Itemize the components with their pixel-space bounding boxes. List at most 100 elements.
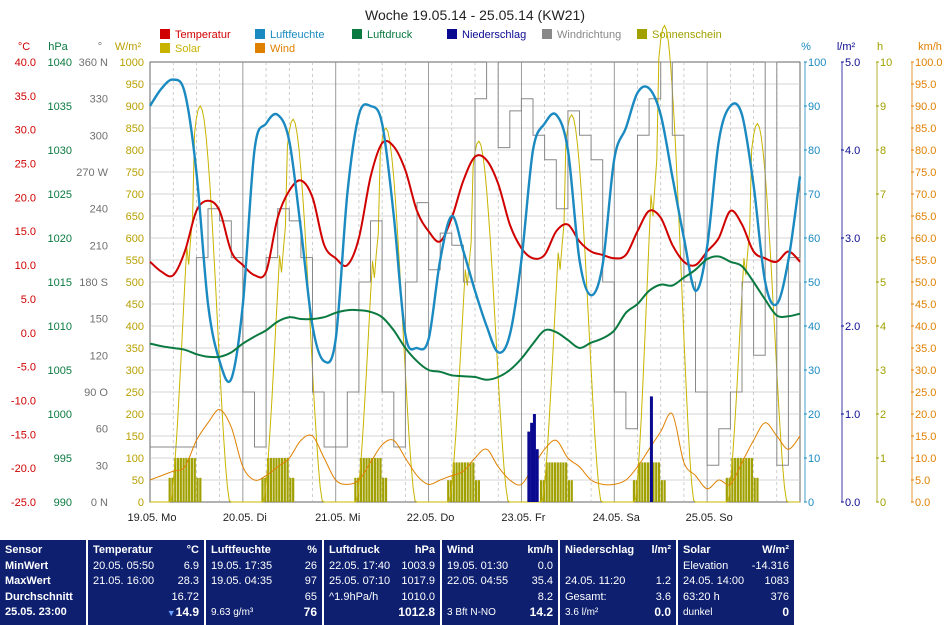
hum-absolute: 9.63 g/m³: [211, 607, 254, 618]
temp-unit: °C: [186, 544, 199, 556]
sun-tick-label: 1: [880, 453, 886, 465]
legend-swatch: [255, 43, 265, 53]
sunshine-bar: [753, 477, 756, 502]
sunshine-bar: [269, 458, 272, 502]
winddir-tick-label: 30: [96, 460, 108, 472]
x-tick-label: 21.05. Mi: [315, 512, 360, 524]
solar-tick-label: 350: [126, 343, 144, 355]
humidity-tick-label: 70: [808, 189, 820, 201]
temp-tick-label: -20.0: [11, 463, 36, 475]
sunshine-bar: [199, 477, 202, 502]
wind-max-time: 22.05. 04:55: [447, 575, 509, 587]
sunshine-bar: [373, 458, 376, 502]
pressure-tick-label: 1040: [48, 57, 72, 69]
sunshine-bar: [548, 462, 551, 502]
legend-swatch: [255, 29, 265, 39]
wind-tick-label: 90.0: [915, 101, 936, 113]
rain-total-value: 3.6: [655, 590, 671, 603]
winddir-axis-unit: °: [98, 41, 102, 53]
x-tick-label: 25.05. So: [686, 512, 733, 524]
sun-tick-label: 4: [880, 321, 886, 333]
sunshine-bar: [182, 458, 185, 502]
temp-current: 14.9: [175, 605, 199, 619]
winddir-tick-label: 180 S: [79, 277, 108, 289]
sunshine-bar: [660, 480, 663, 502]
press-avg: 1010.0: [401, 590, 435, 603]
temp-tick-label: 20.0: [15, 192, 36, 204]
wind-tick-label: 10.0: [915, 453, 936, 465]
panel-niederschlag: Niederschlag l/m² 24.05. 11:20 1.2 Gesamt:…: [560, 540, 676, 625]
legend-label: Windrichtung: [557, 29, 621, 41]
wind-current: 14.2: [529, 605, 553, 619]
sunshine-bar: [278, 458, 281, 502]
solar-max-time: 24.05. 14:00: [683, 575, 745, 587]
sunshine-bar: [567, 480, 571, 502]
wind-tick-label: 75.0: [915, 167, 936, 179]
wind-tick-label: 45.0: [915, 299, 936, 311]
panel-solar: Solar W/m² Elevation -14.316 24.05. 14:00 1…: [678, 540, 794, 625]
humidity-tick-label: 80: [808, 145, 820, 157]
legend-label: Solar: [175, 43, 201, 55]
sun-tick-label: 10: [880, 57, 892, 69]
temp-tick-label: -25.0: [11, 497, 36, 509]
sunshine-bar: [283, 458, 286, 502]
pressure-tick-label: 990: [54, 497, 72, 509]
solar-state: dunkel: [683, 607, 713, 618]
rain-bar: [535, 449, 539, 502]
wind-tick-label: 100.0: [915, 57, 943, 69]
panel-temperatur: Temperatur °C 20.05. 05:50 6.9 21.05. 16:0…: [88, 540, 204, 625]
sunshine-bar: [275, 458, 278, 502]
solar-tick-label: 100: [126, 453, 144, 465]
sunshine-bar: [447, 480, 450, 502]
rain-bar: [649, 396, 653, 502]
rain-bars: [527, 396, 653, 502]
legend-swatch: [542, 29, 552, 39]
legend-swatch: [637, 29, 647, 39]
sunshine-bar: [359, 458, 363, 502]
solar-tick-label: 850: [126, 123, 144, 135]
solar-tick-label: 800: [126, 145, 144, 157]
chart-legend: Temperatur Luftfeuchte Luftdruck Niederschl…: [160, 29, 722, 55]
sunshine-bar: [545, 462, 548, 502]
press-max-time: 25.05. 07:10: [329, 575, 391, 587]
press-trend: ^1.9hPa/h: [329, 590, 379, 603]
sunshine-bar: [196, 477, 199, 502]
winddir-tick-label: 150: [90, 314, 108, 326]
wind-tick-label: 25.0: [915, 387, 936, 399]
wind-tick-label: 20.0: [915, 409, 936, 421]
sunshine-bar: [261, 477, 264, 502]
press-min-value: 1003.9: [401, 559, 435, 572]
humidity-tick-label: 60: [808, 233, 820, 245]
sun-tick-label: 6: [880, 233, 886, 245]
rain-tick-label: 0.0: [845, 497, 860, 509]
sun-tick-label: 3: [880, 365, 886, 377]
row-label-max: MaxWert: [5, 575, 51, 587]
sunshine-bar: [638, 462, 641, 502]
sunshine-bar: [641, 462, 644, 502]
sunshine-bar: [286, 458, 289, 502]
hum-current: 76: [303, 605, 317, 619]
solar-tick-label: 650: [126, 211, 144, 223]
pressure-tick-label: 1025: [48, 189, 72, 201]
sunshine-bar: [750, 458, 753, 502]
rain-tick-label: 2.0: [845, 321, 860, 333]
legend-label: Wind: [270, 43, 295, 55]
sunshine-bar: [463, 462, 467, 502]
sunshine-bar: [461, 462, 464, 502]
temp-tick-label: 0.0: [21, 328, 36, 340]
sunshine-bar: [472, 462, 475, 502]
stats-table: Sensor MinWert MaxWert Durchschnitt 25.0…: [0, 540, 950, 625]
humidity-tick-label: 0: [808, 497, 814, 509]
wind-tick-label: 15.0: [915, 431, 936, 443]
rain-total-label: Gesamt:: [565, 590, 607, 603]
press-min-time: 22.05. 17:40: [329, 559, 391, 572]
sunshine-bar: [365, 458, 368, 502]
x-tick-label: 20.05. Di: [223, 512, 267, 524]
wind-tick-label: 30.0: [915, 365, 936, 377]
sunshine-bar: [354, 477, 357, 502]
sunshine-bar: [570, 480, 573, 502]
sunshine-bar: [292, 477, 295, 502]
pressure-tick-label: 995: [54, 453, 72, 465]
solar-max-value: 1083: [764, 575, 789, 587]
sunshine-bar: [559, 462, 562, 502]
